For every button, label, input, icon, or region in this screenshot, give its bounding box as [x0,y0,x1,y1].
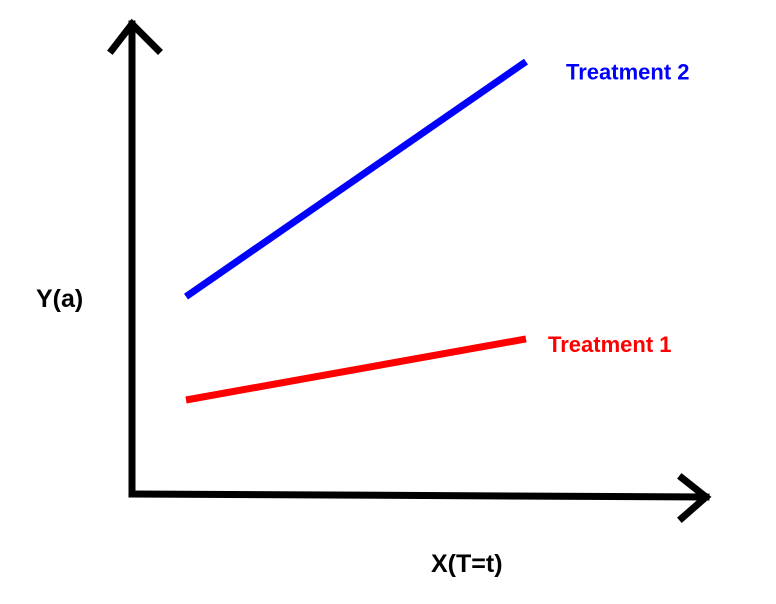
y-axis-arrowhead [107,18,163,55]
x-axis-arrowhead [677,473,712,523]
axes [107,18,712,523]
x-axis-label: X(T=t) [431,550,503,578]
series-label-1: Treatment 1 [548,332,672,357]
series-line-2 [184,58,528,300]
y-axis-label: Y(a) [36,285,83,313]
series-group: Treatment 1 Treatment 2 [184,58,690,404]
series-label-2: Treatment 2 [566,60,690,85]
x-axis-line [128,490,710,501]
series-line-1 [185,335,527,404]
